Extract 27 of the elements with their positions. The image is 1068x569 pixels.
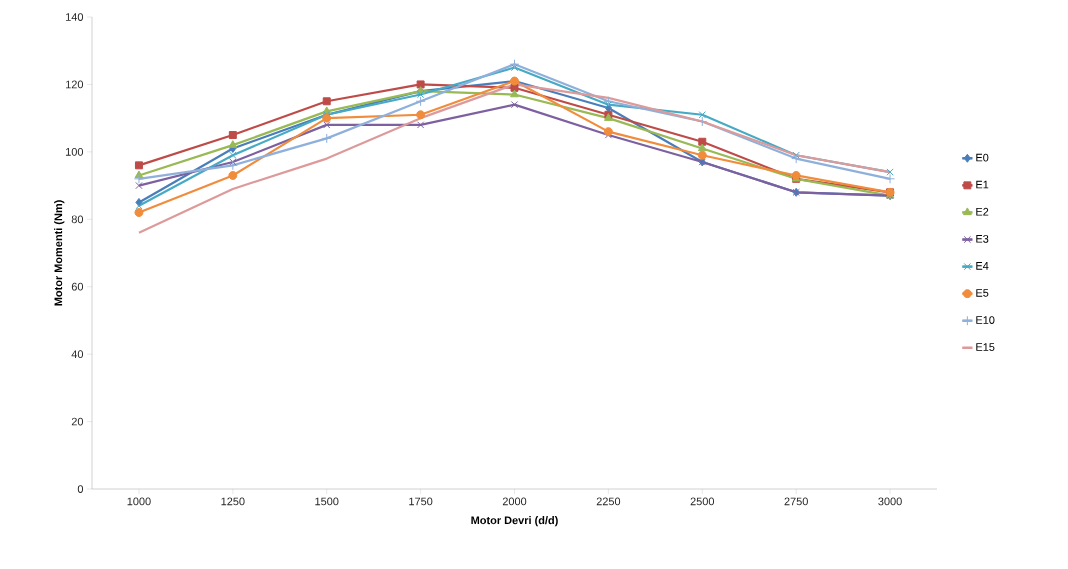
x-tick-label: 1500 xyxy=(315,497,339,506)
y-tick-label: 40 xyxy=(71,350,84,359)
y-tick-label: 60 xyxy=(71,282,84,291)
x-tick-label: 2250 xyxy=(596,497,621,506)
y-tick-label: 20 xyxy=(71,417,84,426)
legend-label: E5 xyxy=(976,289,989,297)
x-tick-label: 2500 xyxy=(690,497,715,506)
x-tick-label: 2750 xyxy=(784,497,808,506)
x-tick-label: 1750 xyxy=(409,497,433,506)
legend-label: E1 xyxy=(976,180,989,189)
legend-label: E3 xyxy=(976,234,989,243)
legend-label: E10 xyxy=(976,316,995,324)
y-tick-label: 80 xyxy=(71,215,84,224)
y-tick-label: 120 xyxy=(66,80,84,89)
x-tick-label: 1000 xyxy=(127,497,151,506)
y-tick-label: 140 xyxy=(66,13,84,21)
y-axis-title: Motor Momenti (Nm) xyxy=(54,200,65,306)
y-tick-label: 0 xyxy=(77,485,84,493)
legend-label: E0 xyxy=(976,153,989,162)
x-tick-label: 1250 xyxy=(221,497,245,506)
x-tick-label: 3000 xyxy=(878,497,902,506)
legend-label: E4 xyxy=(976,262,989,270)
y-tick-label: 100 xyxy=(66,147,84,156)
x-tick-label: 2000 xyxy=(502,497,527,506)
legend-label: E15 xyxy=(976,343,995,351)
legend-label: E2 xyxy=(976,207,989,216)
x-axis-title: Motor Devri (d/d) xyxy=(471,516,558,527)
